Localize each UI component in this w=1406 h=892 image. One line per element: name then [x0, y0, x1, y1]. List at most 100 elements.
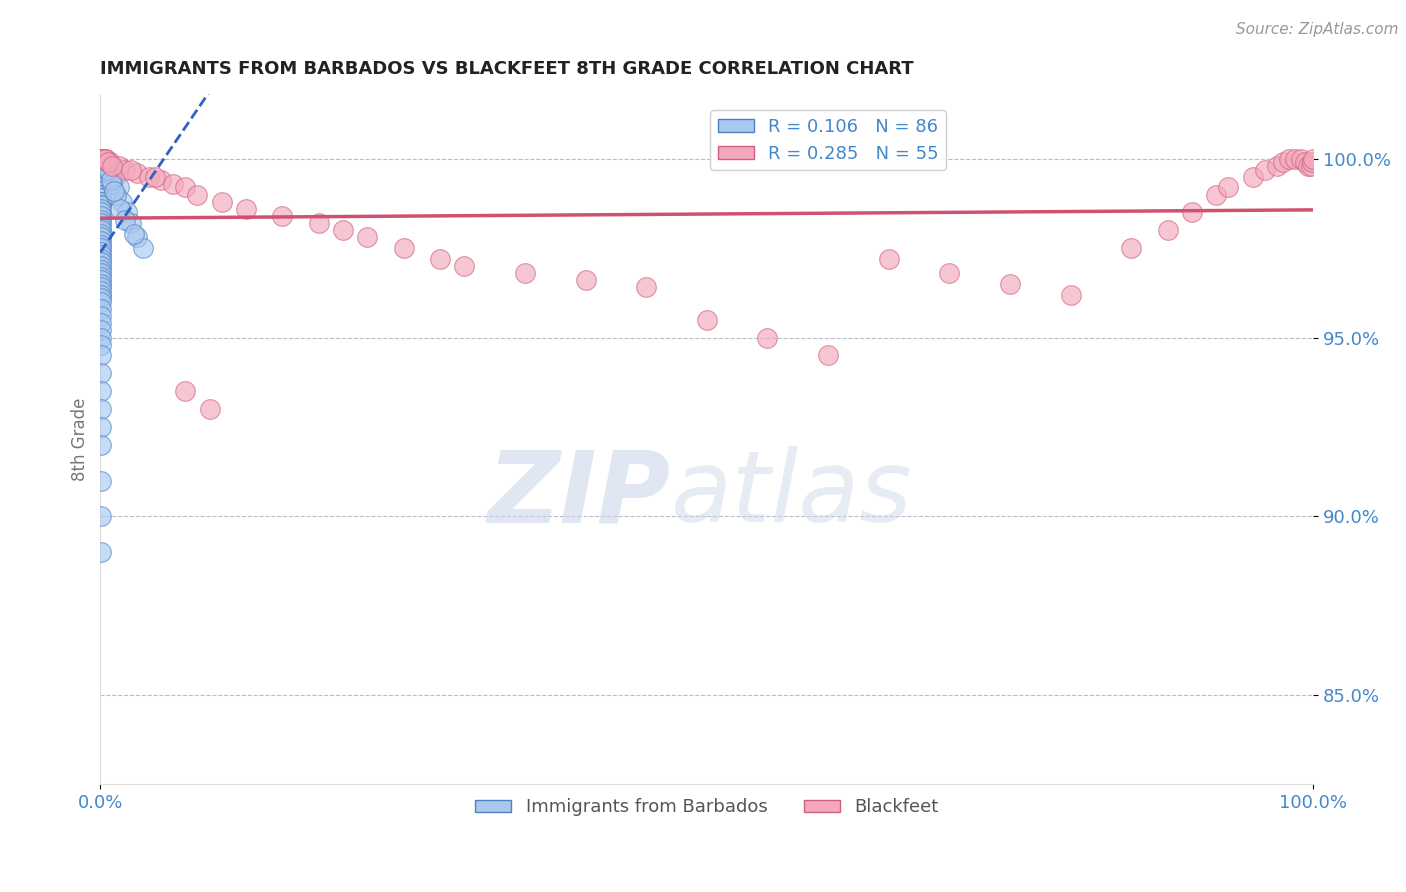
Point [94, 152, 117, 166]
Point [90, 284, 112, 298]
Point [1298, 159, 1320, 173]
Point [90, 266, 112, 280]
Point [186, 187, 208, 202]
Point [115, 205, 138, 219]
Point [1289, 152, 1312, 166]
Point [90, 330, 112, 344]
Point [90, 294, 112, 309]
Point [90, 169, 112, 184]
Point [90, 209, 112, 223]
Point [90, 309, 112, 323]
Point [93, 152, 115, 166]
Point [90, 152, 112, 166]
Point [174, 180, 197, 194]
Y-axis label: 8th Grade: 8th Grade [72, 398, 89, 481]
Point [636, 280, 658, 294]
Point [98, 166, 121, 180]
Point [90, 191, 112, 205]
Point [1181, 205, 1204, 219]
Point [90, 237, 112, 252]
Point [90, 169, 112, 184]
Point [696, 312, 718, 326]
Point [90, 194, 112, 209]
Point [90, 198, 112, 212]
Point [104, 169, 127, 184]
Point [90, 269, 112, 284]
Point [90, 216, 112, 230]
Point [90, 184, 112, 198]
Point [90, 277, 112, 291]
Point [1301, 155, 1323, 169]
Point [1271, 155, 1294, 169]
Point [356, 230, 378, 244]
Point [1241, 169, 1264, 184]
Point [90, 545, 112, 559]
Point [90, 180, 112, 194]
Point [90, 205, 112, 219]
Point [1218, 180, 1240, 194]
Point [938, 266, 960, 280]
Point [90, 273, 112, 287]
Point [108, 202, 131, 216]
Point [132, 241, 155, 255]
Point [101, 177, 124, 191]
Point [101, 159, 124, 173]
Point [90, 301, 112, 316]
Point [90, 191, 112, 205]
Point [138, 169, 160, 184]
Point [90, 287, 112, 301]
Point [90, 198, 112, 212]
Point [235, 202, 257, 216]
Point [574, 273, 596, 287]
Point [90, 402, 112, 417]
Point [1060, 287, 1083, 301]
Point [308, 216, 330, 230]
Point [1302, 152, 1324, 166]
Point [90, 323, 112, 337]
Point [90, 155, 112, 169]
Point [97, 155, 120, 169]
Point [1278, 152, 1301, 166]
Point [90, 159, 112, 173]
Point [1265, 159, 1288, 173]
Point [107, 180, 129, 194]
Point [100, 173, 122, 187]
Point [332, 223, 354, 237]
Point [114, 212, 136, 227]
Point [90, 438, 112, 452]
Point [90, 194, 112, 209]
Point [96, 152, 118, 166]
Point [90, 159, 112, 173]
Point [91, 152, 114, 166]
Point [1299, 159, 1322, 173]
Point [90, 366, 112, 380]
Point [90, 177, 112, 191]
Point [90, 212, 112, 227]
Point [162, 177, 184, 191]
Point [90, 173, 112, 187]
Point [111, 194, 134, 209]
Point [125, 230, 148, 244]
Point [90, 166, 112, 180]
Point [124, 227, 146, 241]
Point [90, 162, 112, 177]
Point [998, 277, 1021, 291]
Text: IMMIGRANTS FROM BARBADOS VS BLACKFEET 8TH GRADE CORRELATION CHART: IMMIGRANTS FROM BARBADOS VS BLACKFEET 8T… [100, 60, 914, 78]
Point [392, 241, 415, 255]
Point [1254, 162, 1277, 177]
Point [90, 348, 112, 362]
Point [429, 252, 451, 266]
Point [1121, 241, 1143, 255]
Point [271, 209, 294, 223]
Point [90, 227, 112, 241]
Point [211, 194, 233, 209]
Point [97, 162, 120, 177]
Text: ZIP: ZIP [488, 446, 671, 543]
Point [90, 244, 112, 259]
Point [150, 173, 173, 187]
Point [877, 252, 900, 266]
Point [90, 202, 112, 216]
Point [90, 241, 112, 255]
Point [90, 384, 112, 399]
Point [817, 348, 839, 362]
